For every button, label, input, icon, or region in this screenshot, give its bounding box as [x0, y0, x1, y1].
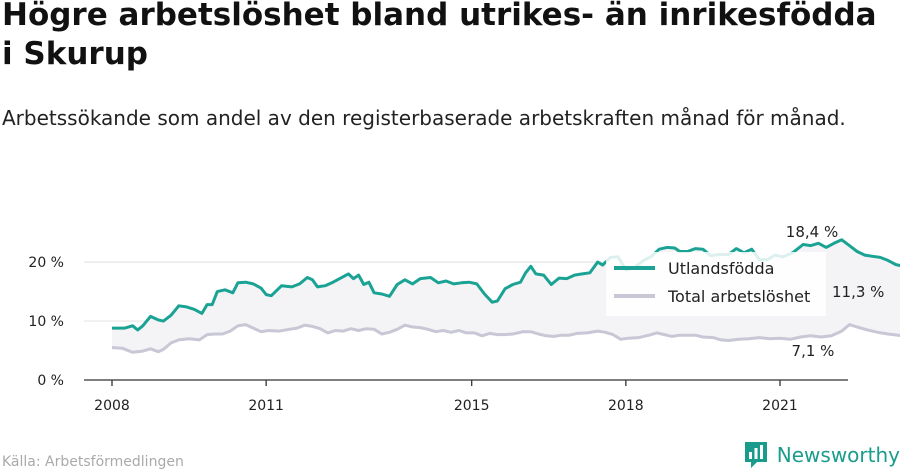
legend-label-utlandsfodda: Utlandsfödda [668, 259, 774, 278]
brand-name: Newsworthy [776, 443, 900, 467]
newsworthy-logo-icon [744, 442, 767, 468]
x-tick-label-1: 2011 [248, 398, 284, 414]
data-labels: 18,4 % 7,1 % 11,3 % [786, 223, 885, 360]
legend-label-total: Total arbetslöshet [667, 287, 810, 306]
x-tick-label-4: 2021 [762, 398, 798, 414]
x-tick-label-0: 2008 [94, 398, 130, 414]
chart-subtitle: Arbetssökande som andel av den registerb… [2, 106, 846, 130]
end-label-total: 7,1 % [792, 342, 835, 360]
gap-label: 11,3 % [832, 283, 884, 301]
x-tick-label-2: 2015 [454, 398, 490, 414]
source-note: Källa: Arbetsförmedlingen [2, 454, 184, 470]
legend-box [606, 252, 826, 316]
axes: 0 % 10 % 20 % 2008 2011 2015 2018 2021 [28, 255, 848, 414]
y-tick-label-0: 0 % [37, 373, 64, 389]
series-line-total [111, 323, 900, 354]
legend: Utlandsfödda Total arbetslöshet [606, 252, 826, 316]
y-tick-label-2: 20 % [28, 255, 64, 271]
x-tick-label-3: 2018 [608, 398, 644, 414]
chart-title: Högre arbetslöshet bland utrikes- än inr… [2, 0, 877, 72]
end-label-utlandsfodda: 18,4 % [786, 223, 838, 241]
y-tick-label-1: 10 % [28, 314, 64, 330]
brand: Newsworthy [743, 440, 900, 470]
